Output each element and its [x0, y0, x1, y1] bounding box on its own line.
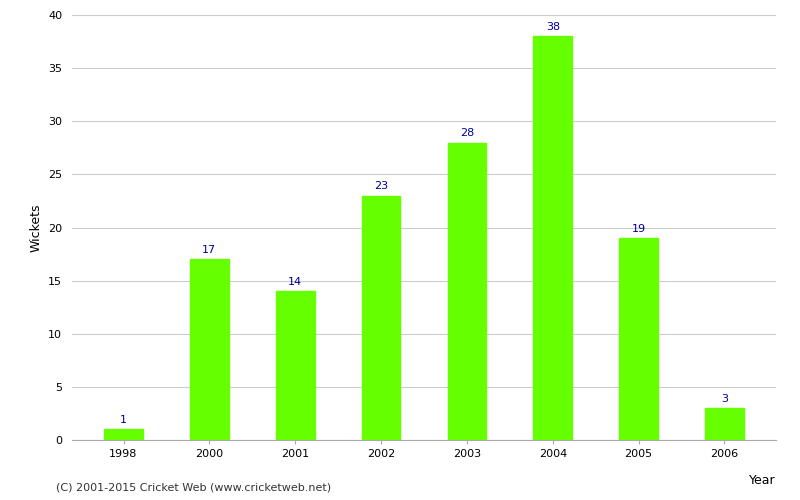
Text: Year: Year: [750, 474, 776, 487]
Text: 1: 1: [120, 415, 127, 425]
Y-axis label: Wickets: Wickets: [30, 203, 42, 252]
Text: 23: 23: [374, 182, 388, 192]
Text: (C) 2001-2015 Cricket Web (www.cricketweb.net): (C) 2001-2015 Cricket Web (www.cricketwe…: [56, 482, 331, 492]
Bar: [448, 142, 486, 440]
Text: 14: 14: [288, 277, 302, 287]
Bar: [104, 430, 143, 440]
Text: 17: 17: [202, 245, 217, 255]
Bar: [534, 36, 572, 440]
Bar: [276, 291, 314, 440]
Text: 28: 28: [460, 128, 474, 138]
Text: 38: 38: [546, 22, 560, 32]
Text: 19: 19: [631, 224, 646, 234]
Bar: [705, 408, 744, 440]
Bar: [619, 238, 658, 440]
Bar: [362, 196, 400, 440]
Text: 3: 3: [721, 394, 728, 404]
Bar: [190, 260, 229, 440]
